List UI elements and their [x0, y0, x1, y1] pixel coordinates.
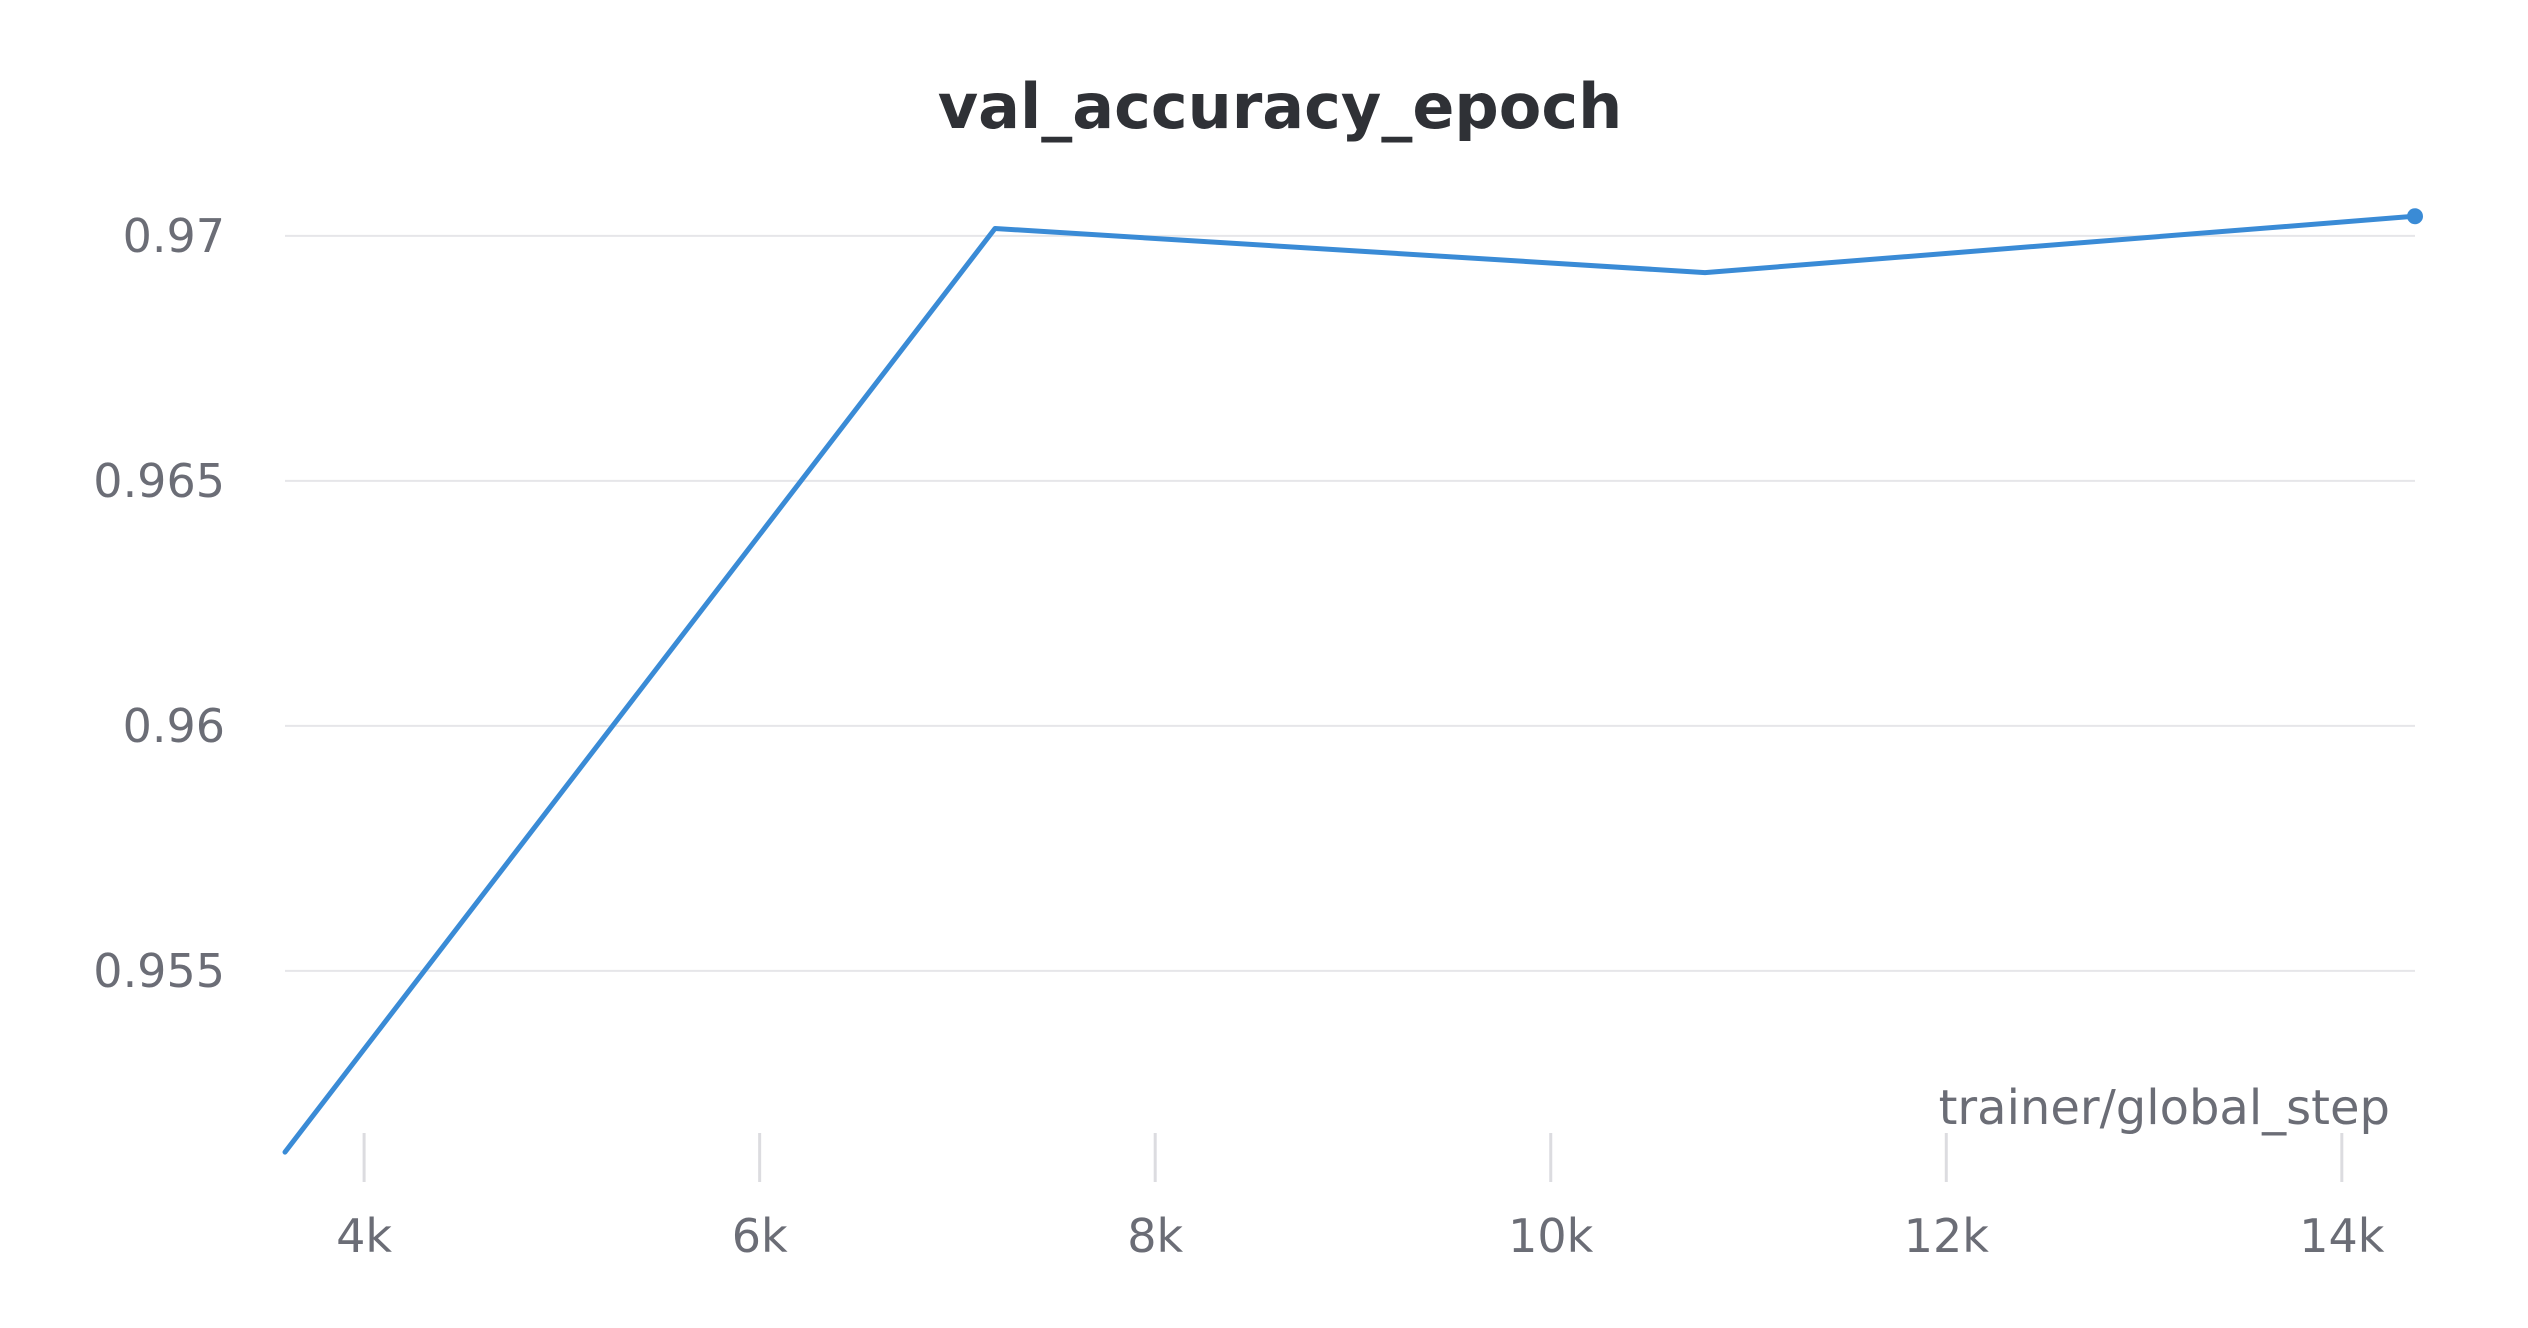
y-tick-label: 0.96 [123, 699, 225, 753]
series-layer [282, 208, 2423, 1155]
x-axis-label: trainer/global_step [1939, 1080, 2390, 1136]
series-endpoint-marker [2407, 208, 2423, 225]
x-tick-label: 14k [2299, 1209, 2385, 1263]
series-line [282, 213, 2418, 1155]
y-tick-label: 0.965 [93, 454, 225, 508]
x-tick-label: 10k [1508, 1209, 1594, 1263]
x-tick-label: 8k [1127, 1209, 1183, 1263]
grid-lines [285, 234, 2415, 972]
y-axis: 0.955 0.96 0.965 0.97 [93, 209, 225, 998]
x-axis: 4k 6k 8k 10k 12k 14k [336, 1133, 2385, 1263]
y-tick-label: 0.955 [93, 944, 225, 998]
chart-title: val_accuracy_epoch [938, 70, 1622, 143]
x-tick-label: 6k [732, 1209, 788, 1263]
x-tick-label: 12k [1904, 1209, 1990, 1263]
y-tick-label: 0.97 [123, 209, 225, 263]
x-tick-label: 4k [336, 1209, 392, 1263]
